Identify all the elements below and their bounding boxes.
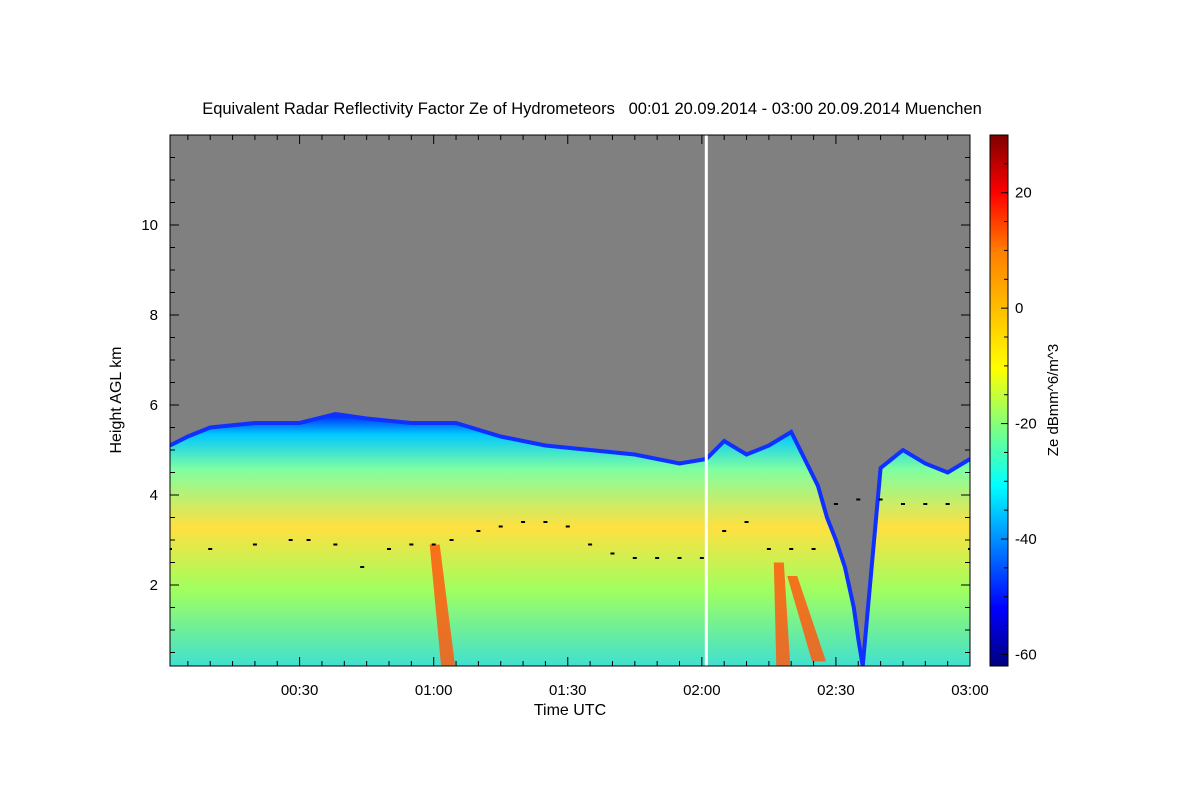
colorbar-tick-label: -20 bbox=[1015, 416, 1037, 433]
cloud-base-point bbox=[333, 543, 338, 546]
cloud-base-point bbox=[476, 530, 481, 532]
colorbar-tick-label: -60 bbox=[1015, 646, 1037, 663]
cloud-base-point bbox=[699, 557, 704, 559]
x-tick-label: 00:30 bbox=[281, 682, 319, 699]
y-tick-label: 2 bbox=[150, 577, 158, 594]
chart-title: Equivalent Radar Reflectivity Factor Ze … bbox=[202, 100, 982, 118]
y-tick-label: 8 bbox=[150, 307, 158, 324]
y-axis-ticks: 2 4 6 8 10 bbox=[141, 157, 970, 653]
cloud-base-point bbox=[306, 539, 311, 541]
x-tick-label: 02:30 bbox=[817, 682, 855, 699]
cloud-base-point bbox=[744, 521, 749, 523]
cloud-base-point bbox=[722, 530, 727, 532]
y-tick-label: 4 bbox=[150, 487, 158, 504]
cloud-base-point bbox=[766, 548, 771, 550]
cloud-base-point bbox=[170, 548, 172, 550]
cloud-base-point bbox=[360, 566, 365, 568]
plot-area bbox=[170, 135, 970, 666]
x-tick-label: 03:00 bbox=[951, 682, 989, 699]
x-axis-label: Time UTC bbox=[534, 702, 606, 719]
cloud-base-point bbox=[588, 543, 593, 546]
x-tick-label: 02:00 bbox=[683, 682, 721, 699]
cloud-base-point bbox=[208, 548, 213, 550]
cloud-base-point bbox=[900, 503, 905, 505]
cloud-base-point bbox=[878, 498, 883, 501]
fallstreak bbox=[429, 544, 456, 666]
cloud-base-point bbox=[789, 548, 794, 550]
cloud-base-point bbox=[632, 557, 637, 559]
cloud-base-point bbox=[288, 539, 293, 541]
cloud-base-point bbox=[543, 521, 548, 523]
y-axis-label: Height AGL km bbox=[108, 346, 125, 453]
colorbar-gradient bbox=[989, 134, 1009, 667]
cloud-base-point bbox=[968, 548, 970, 550]
x-tick-label: 01:30 bbox=[549, 682, 587, 699]
cloud-base-point bbox=[811, 548, 816, 550]
colorbar-label: Ze dBmm^6/m^3 bbox=[1045, 344, 1062, 456]
cloud-base-point bbox=[833, 503, 838, 505]
echo-top-edge bbox=[170, 411, 970, 666]
cloud-base-point bbox=[409, 543, 414, 546]
cloud-base-point bbox=[521, 521, 526, 523]
cloud-base-point bbox=[923, 503, 928, 505]
plot-frame bbox=[169, 134, 971, 667]
colorbar-tick-label: -40 bbox=[1015, 531, 1037, 548]
colorbar-tick-label: 0 bbox=[1015, 300, 1023, 317]
precipitation-fallstreaks bbox=[429, 544, 827, 666]
cloud-base-point bbox=[677, 557, 682, 559]
colorbar-tick-label: 20 bbox=[1015, 185, 1032, 202]
cloud-base-point bbox=[252, 543, 257, 546]
cloud-base-point bbox=[610, 552, 615, 555]
cloud-base-point bbox=[498, 525, 503, 528]
cloud-base-point bbox=[856, 498, 861, 501]
reflectivity-field bbox=[170, 411, 970, 666]
colorbar-ticks: 20 0 -20 -40 -60 bbox=[1001, 134, 1037, 663]
cloud-base-point bbox=[945, 503, 950, 505]
cloud-base-markers bbox=[170, 498, 970, 568]
cloud-base-point bbox=[449, 539, 454, 541]
y-tick-label: 10 bbox=[141, 217, 158, 234]
x-axis-ticks: 00:30 01:00 01:30 02:00 02:30 03:00 bbox=[187, 135, 989, 699]
cloud-base-point bbox=[565, 525, 570, 528]
fallstreak bbox=[773, 562, 791, 666]
colorbar: 20 0 -20 -40 -60 Ze dBmm^6/m^3 bbox=[989, 134, 1062, 667]
fallstreak bbox=[787, 576, 827, 662]
reflectivity-envelope bbox=[170, 414, 970, 666]
data-gap-line bbox=[704, 135, 708, 666]
x-tick-label: 01:00 bbox=[415, 682, 453, 699]
cloud-base-point bbox=[655, 557, 660, 559]
cloud-base-point bbox=[431, 543, 436, 546]
y-tick-label: 6 bbox=[150, 397, 158, 414]
cloud-base-point bbox=[386, 548, 391, 550]
